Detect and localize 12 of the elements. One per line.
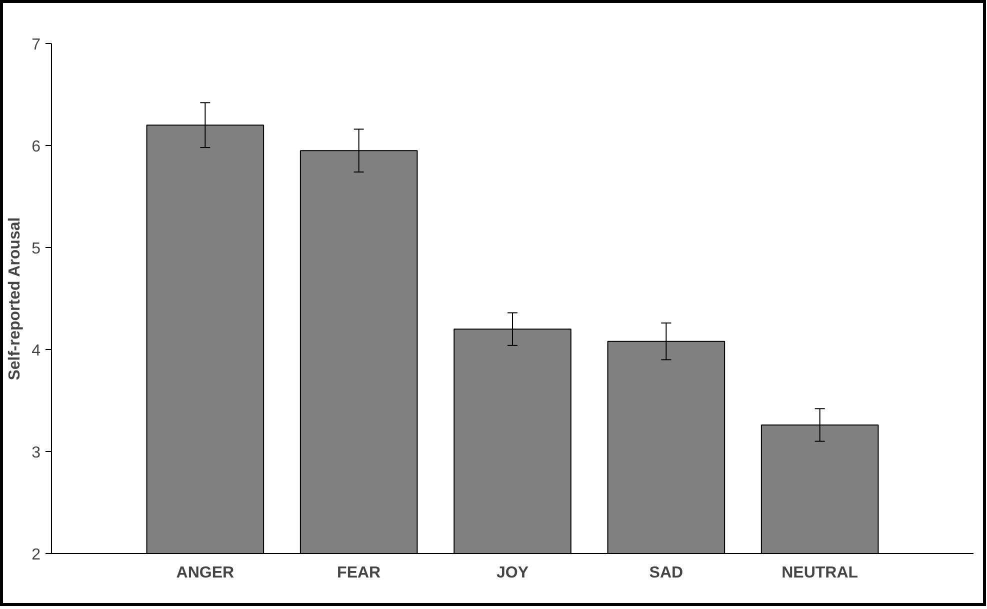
y-tick-label: 5	[32, 240, 41, 258]
y-tick-label: 3	[32, 444, 41, 462]
x-tick-label: NEUTRAL	[782, 564, 858, 582]
y-tick-label: 6	[32, 138, 41, 156]
x-tick-label: JOY	[496, 564, 529, 582]
x-tick-label: SAD	[649, 564, 684, 582]
y-tick-label: 2	[32, 546, 41, 564]
y-tick-label: 7	[32, 36, 41, 54]
y-axis-title: Self-reported Arousal	[6, 217, 24, 380]
y-tick-label: 4	[32, 342, 41, 360]
x-tick-label: FEAR	[337, 564, 382, 582]
x-tick-label: ANGER	[176, 564, 235, 582]
